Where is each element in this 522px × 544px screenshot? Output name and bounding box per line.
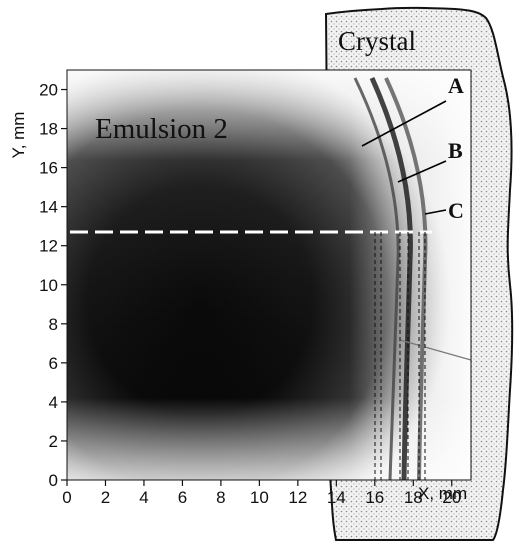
marker-b-leader: [397, 160, 447, 183]
y-tick-label: 12: [39, 237, 58, 256]
y-tick-label: 6: [49, 354, 58, 373]
x-tick-label: 4: [139, 488, 148, 507]
x-tick-label: 0: [62, 488, 71, 507]
y-tick-label: 16: [39, 159, 58, 178]
y-tick-label: 4: [49, 393, 58, 412]
y-tick-label: 0: [49, 471, 58, 490]
marker-c-label: C: [448, 198, 464, 223]
y-tick-label: 14: [39, 198, 58, 217]
x-tick-label: 10: [250, 488, 269, 507]
y-tick-label: 2: [49, 432, 58, 451]
marker-b-label: B: [448, 138, 463, 163]
x-axis-title: X, mm: [418, 484, 467, 503]
plot-frame: [66, 69, 472, 481]
y-axis-title: Y, mm: [9, 112, 28, 159]
y-tick-label: 18: [39, 120, 58, 139]
y-tick-label: 10: [39, 276, 58, 295]
x-tick-label: 20: [442, 488, 461, 507]
y-tick-label: 8: [49, 315, 58, 334]
x-tick-label: 12: [288, 488, 307, 507]
marker-a-leader: [361, 100, 447, 147]
x-tick-label: 2: [101, 488, 110, 507]
x-tick-label: 16: [365, 488, 384, 507]
x-tick-label: 6: [178, 488, 187, 507]
y-tick-label: 20: [39, 81, 58, 100]
vertical-dashed-lines: [374, 232, 426, 480]
emulsion-image: [67, 70, 471, 480]
marker-a-label: A: [448, 73, 464, 98]
y-axis: 0 2 4 6 8 10 12 14 16 18 20: [39, 81, 67, 490]
marker-c-leader: [424, 209, 447, 215]
x-tick-label: 14: [327, 488, 346, 507]
x-tick-label: 8: [216, 488, 225, 507]
x-tick-label: 18: [404, 488, 423, 507]
crystal-label: Crystal: [338, 26, 416, 56]
panel-label: Emulsion 2: [95, 113, 228, 145]
x-axis: 0 2 4 6 8 10 12 14 16 18 20: [62, 480, 461, 507]
